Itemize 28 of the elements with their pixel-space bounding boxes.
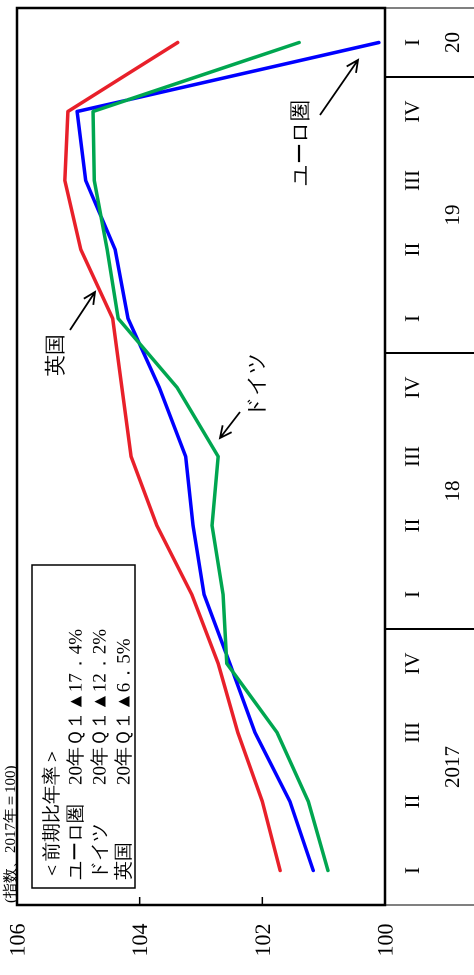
text: 18 [440, 480, 464, 502]
x-tick-label: 106 [4, 924, 30, 956]
text: ドイツ [244, 352, 268, 418]
annotation: ＜前期比年率＞ [40, 747, 62, 880]
y-tick-label: IV [400, 376, 424, 399]
y-tick-label: I [400, 315, 424, 322]
x-tick-label: 102 [250, 923, 275, 956]
x-tick-label: 100 [372, 924, 398, 956]
text: ユーロ圏 [288, 100, 312, 186]
y-tick-label: IV [400, 652, 424, 675]
text: 2017 [440, 746, 464, 788]
text: 20 [440, 32, 464, 53]
y-tick-label: II [400, 794, 424, 808]
x-tick-label: 104 [127, 924, 152, 957]
annotation: 英国 20年Ｑ１▲6．5% [114, 638, 134, 880]
y-tick-label: II [400, 242, 424, 256]
y-tick-label: III [400, 722, 424, 743]
annotation: ユーロ圏 20年Ｑ１▲17．4% [66, 628, 86, 880]
y-tick-label: III [400, 446, 424, 467]
annotation: ドイツ 20年Ｑ１▲12．2% [90, 628, 110, 880]
y-tick-label: IV [400, 100, 424, 123]
y-tick-label: III [400, 170, 424, 191]
y-tick-label: II [400, 518, 424, 532]
text: 19 [440, 204, 464, 226]
text: 英国 [43, 334, 67, 376]
y-tick-label: I [400, 867, 424, 874]
y-tick-label: I [400, 591, 424, 598]
y-tick-label: I [400, 39, 424, 46]
